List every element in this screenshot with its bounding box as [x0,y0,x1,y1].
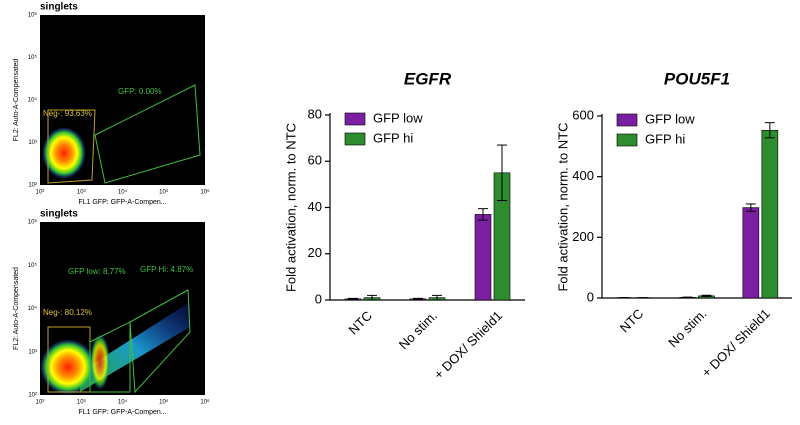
error-bar [478,208,488,221]
y-tick-label: 10³ [28,140,37,146]
x-tick-label: + DOX/ Shield1 [699,306,773,380]
gate-label: Neg-: 93.63% [43,109,92,118]
gate-label: GFP low: 8.77% [68,267,126,276]
x-axis-label: FL1 GFP: GFP-A-Compen... [78,199,166,206]
x-tick-label: 10⁶ [200,189,210,196]
x-tick-label: 10³ [77,190,86,196]
population [90,334,110,390]
x-tick-label: 10² [36,190,45,196]
y-axis-label: Fold activation, norm. to NTC [283,123,298,292]
legend-label: GFP low [373,110,423,125]
gate-label: GFP: 0.00% [118,87,162,96]
bar [761,129,779,299]
y-tick-label: 10⁶ [28,12,38,19]
x-tick-label: NTC [346,308,375,337]
population [42,127,86,179]
x-tick-label: 10² [36,400,45,406]
panel-title: singlets [40,209,78,220]
x-tick-label: 10⁵ [159,399,169,406]
error-bar [497,144,507,202]
y-tick-label: 10⁵ [28,262,38,269]
x-tick-label: 10³ [77,400,86,406]
error-bar [764,122,775,139]
panel-title: singlets [40,2,78,13]
x-tick-label: 10⁴ [118,189,128,196]
y-tick-label: 10⁴ [28,305,38,312]
y-tick-label: 0 [315,291,322,306]
y-tick-label: 600 [572,107,594,122]
gate [94,84,201,184]
bar [474,214,492,301]
error-bar [413,297,423,300]
y-tick-label: 10⁵ [28,54,38,61]
x-tick-label: + DOX/ Shield1 [431,308,505,382]
y-tick-label: 200 [572,229,594,244]
legend-swatch [616,133,638,147]
gate [129,289,191,394]
error-bar [682,296,693,299]
y-axis-label: FL2: Auto-A-Compensated [13,58,20,141]
legend-swatch [616,113,638,127]
gate [89,321,131,393]
y-tick-label: 0 [587,289,594,304]
gate-label: Neg-: 80.12% [43,308,92,317]
error-bar [432,294,442,301]
x-axis-label: FL1 GFP: GFP-A-Compen... [78,409,166,416]
x-tick-label: No stim. [665,306,709,350]
x-tick-label: 10⁴ [118,399,128,406]
chart-title: POU5F1 [664,69,730,88]
legend-label: GFP hi [645,131,685,146]
y-tick-label: 60 [308,153,322,168]
error-bar [745,203,756,212]
legend-swatch [344,112,366,126]
x-tick-label: NTC [617,306,646,335]
population [40,339,96,395]
y-tick-label: 80 [308,106,322,121]
y-tick-label: 10² [28,393,37,399]
chart-title: EGFR [404,69,452,88]
y-tick-label: 20 [308,245,322,260]
bar [742,207,760,299]
y-tick-label: 10⁶ [28,219,38,226]
legend-swatch [344,132,366,146]
y-tick-label: 10⁴ [28,97,38,104]
legend-label: GFP low [645,111,695,126]
y-tick-label: 10² [28,183,37,189]
x-tick-label: No stim. [396,308,440,352]
x-tick-label: 10⁶ [200,399,210,406]
y-tick-label: 400 [572,168,594,183]
y-tick-label: 40 [308,199,322,214]
gate [47,109,96,184]
error-bar [348,297,358,300]
y-tick-label: 10³ [28,349,37,355]
error-bar [701,294,712,297]
y-axis-label: Fold activation, norm. to NTC [555,122,570,291]
legend-label: GFP hi [373,130,413,145]
y-axis-label: FL2: Auto-A-Compensated [13,267,20,350]
x-tick-label: 10⁵ [159,189,169,196]
gate-label: GFP Hi: 4.87% [140,265,193,274]
error-bar [367,294,377,301]
